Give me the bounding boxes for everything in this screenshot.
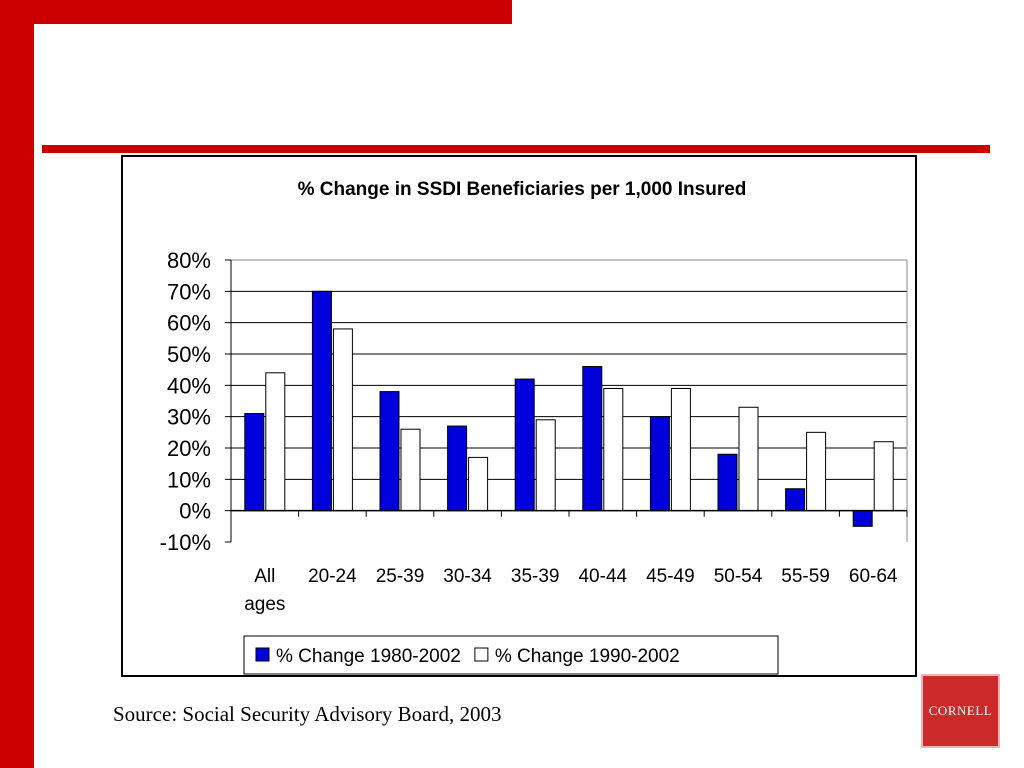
left-accent-bar — [0, 0, 34, 768]
y-tick-label: 10% — [167, 467, 211, 492]
x-tick-label: 45-49 — [646, 566, 695, 587]
bar-1980-2002 — [582, 366, 603, 512]
bar-1980-2002 — [785, 488, 806, 512]
y-tick-label: -10% — [160, 530, 211, 555]
bar-1990-2002 — [468, 456, 489, 512]
bar-1980-2002 — [311, 290, 332, 512]
x-tick-label: 35-39 — [511, 566, 560, 587]
source-caption: Source: Social Security Advisory Board, … — [113, 702, 502, 726]
y-tick-label: 20% — [167, 436, 211, 461]
x-tick-label: 55-59 — [781, 566, 830, 587]
x-tick-label: All — [254, 566, 275, 587]
y-tick-label: 30% — [167, 405, 211, 430]
y-tick-label: 0% — [179, 499, 211, 524]
legend-swatch — [255, 647, 270, 662]
legend — [243, 635, 779, 675]
bar-1980-2002 — [244, 413, 265, 512]
bar-1980-2002 — [514, 378, 535, 512]
bar-1990-2002 — [670, 387, 691, 512]
x-tick-label-line2: ages — [244, 594, 285, 615]
legend-swatch — [474, 647, 489, 662]
bar-1990-2002 — [265, 372, 286, 512]
x-tick-label: 40-44 — [578, 566, 627, 587]
y-tick-label: 70% — [167, 279, 211, 304]
bar-1980-2002 — [447, 425, 468, 512]
bar-1980-2002 — [379, 391, 400, 512]
bar-1980-2002 — [717, 453, 738, 512]
y-tick-label: 40% — [167, 373, 211, 398]
legend-label: % Change 1990-2002 — [495, 646, 680, 667]
bar-1990-2002 — [603, 387, 624, 512]
bar-1980-2002 — [852, 510, 873, 527]
top-accent-bar — [0, 0, 512, 24]
bar-chart: % Change in SSDI Beneficiaries per 1,000… — [160, 179, 908, 675]
x-tick-label: 30-34 — [443, 566, 492, 587]
chart-title: % Change in SSDI Beneficiaries per 1,000… — [298, 179, 747, 200]
bar-1990-2002 — [873, 441, 894, 512]
bar-1990-2002 — [400, 428, 421, 512]
y-tick-label: 80% — [167, 248, 211, 273]
y-tick-label: 50% — [167, 342, 211, 367]
bar-1990-2002 — [738, 406, 759, 512]
bar-1990-2002 — [806, 431, 827, 512]
cornell-logo: CORNELL — [921, 674, 1000, 748]
x-tick-label: 50-54 — [714, 566, 763, 587]
bar-1990-2002 — [332, 328, 353, 512]
x-tick-label: 25-39 — [376, 566, 425, 587]
y-tick-label: 60% — [167, 311, 211, 336]
logo-text: CORNELL — [928, 703, 993, 718]
x-tick-label: 20-24 — [308, 566, 357, 587]
header-rule — [42, 145, 990, 153]
x-tick-label: 60-64 — [849, 566, 898, 587]
bar-1980-2002 — [649, 416, 670, 512]
legend-label: % Change 1980-2002 — [276, 646, 461, 667]
chart-frame: % Change in SSDI Beneficiaries per 1,000… — [121, 155, 917, 677]
bar-1990-2002 — [535, 419, 556, 512]
